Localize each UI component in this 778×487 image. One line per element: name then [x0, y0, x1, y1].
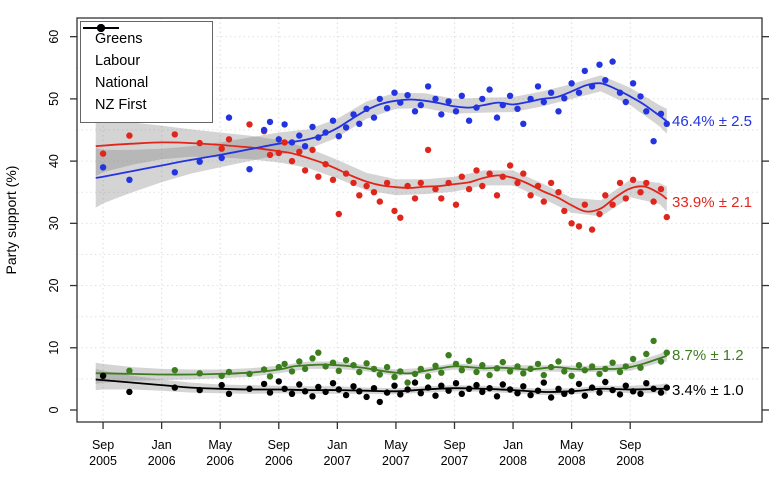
svg-text:2007: 2007: [382, 454, 410, 468]
legend-swatch-nzfirst: [83, 24, 119, 32]
svg-text:May: May: [560, 438, 584, 452]
svg-text:Sep: Sep: [443, 438, 465, 452]
y-axis-title: Party support (%): [3, 166, 19, 275]
svg-text:Jan: Jan: [327, 438, 347, 452]
svg-text:10: 10: [47, 341, 61, 355]
svg-text:2008: 2008: [558, 454, 586, 468]
svg-text:30: 30: [47, 216, 61, 230]
nzfirst-result-annotation: 3.4% ± 1.0: [672, 382, 744, 399]
svg-text:2007: 2007: [441, 454, 469, 468]
svg-text:50: 50: [47, 92, 61, 106]
svg-text:2006: 2006: [265, 454, 293, 468]
svg-text:20: 20: [47, 279, 61, 293]
poll-points: [99, 58, 670, 406]
legend: Greens Labour National NZ First: [80, 21, 213, 123]
svg-text:Sep: Sep: [92, 438, 114, 452]
greens-result-annotation: 8.7% ± 1.2: [672, 347, 744, 364]
legend-label-national: National: [95, 75, 149, 91]
legend-label-labour: Labour: [95, 53, 141, 69]
svg-text:Sep: Sep: [268, 438, 290, 452]
svg-text:2006: 2006: [148, 454, 176, 468]
axes: [70, 17, 769, 429]
svg-text:0: 0: [47, 406, 61, 413]
series-points-greens: [99, 337, 670, 386]
confidence-bands: [95, 75, 667, 396]
series-points-labour: [99, 121, 670, 233]
gridlines: [77, 18, 762, 422]
axis-tick-labels: Sep 2005 Jan 2006 May 2006 Sep 2006 Jan 2007 May 20…: [47, 30, 644, 468]
svg-text:2005: 2005: [89, 454, 117, 468]
series-points-national: [99, 58, 670, 183]
series-points-nzfirst: [99, 372, 670, 406]
svg-text:Jan: Jan: [503, 438, 523, 452]
svg-text:2008: 2008: [616, 454, 644, 468]
svg-text:2006: 2006: [206, 454, 234, 468]
svg-text:May: May: [208, 438, 232, 452]
national-result-annotation: 46.4% ± 2.5: [672, 113, 752, 130]
svg-text:Jan: Jan: [152, 438, 172, 452]
svg-text:40: 40: [47, 154, 61, 168]
svg-text:May: May: [384, 438, 408, 452]
svg-text:Sep: Sep: [619, 438, 641, 452]
svg-text:2007: 2007: [323, 454, 351, 468]
legend-item-labour: Labour: [83, 24, 204, 72]
labour-result-annotation: 33.9% ± 2.1: [672, 194, 752, 211]
svg-text:60: 60: [47, 30, 61, 44]
legend-item-national: National: [83, 24, 204, 94]
legend-item-nzfirst: NZ First: [83, 24, 204, 116]
legend-label-greens: Greens: [95, 31, 143, 47]
legend-label-nzfirst: NZ First: [95, 97, 147, 113]
svg-text:2008: 2008: [499, 454, 527, 468]
